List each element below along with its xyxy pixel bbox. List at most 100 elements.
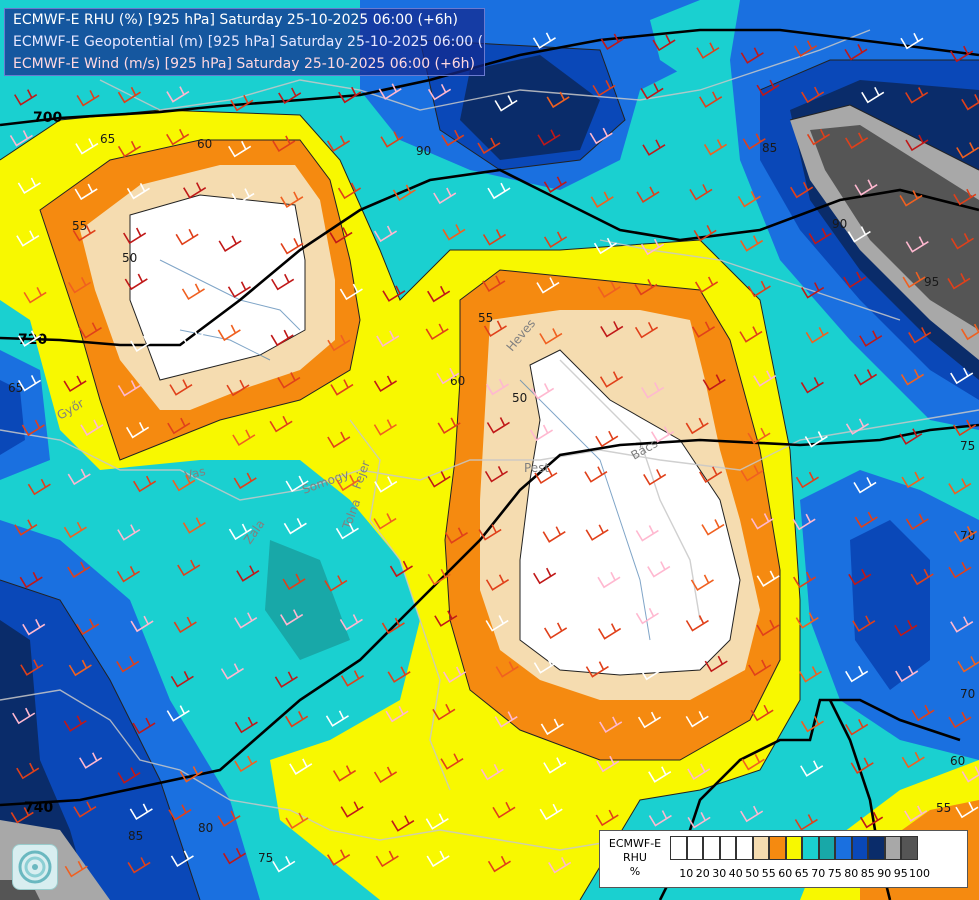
wind-barb <box>635 607 659 625</box>
title-rhu: ECMWF-E RHU (%) [925 hPa] Saturday 25-10… <box>13 12 458 28</box>
rh-label: 65 <box>100 132 115 146</box>
wind-barb <box>228 140 252 158</box>
wind-barb <box>699 91 723 108</box>
wind-barb <box>482 229 507 246</box>
wind-barb <box>482 275 506 293</box>
wind-barb <box>953 526 978 543</box>
wind-barb <box>17 330 42 347</box>
wind-barb <box>737 190 761 208</box>
wind-barb <box>280 191 304 208</box>
wind-barb <box>327 849 351 866</box>
wind-barb <box>168 804 192 821</box>
legend-tick: 60 <box>778 867 793 880</box>
wind-barb <box>950 45 974 63</box>
wind-barb <box>79 752 103 769</box>
wind-barb <box>282 573 306 591</box>
wind-barb <box>167 417 191 435</box>
wind-barb <box>339 283 363 301</box>
map-title-box: ECMWF-E RHU (%) [925 hPa] Saturday 25-10… <box>4 8 485 76</box>
rh-label: 85 <box>128 829 143 843</box>
wind-barb <box>234 716 258 734</box>
wind-barb <box>595 430 619 448</box>
geopotential-label-740: 740 <box>24 800 53 816</box>
wind-barb <box>327 431 351 449</box>
wind-barb <box>332 765 357 782</box>
wind-barb <box>425 323 449 341</box>
wind-barb <box>750 704 774 722</box>
legend-swatch <box>769 836 786 860</box>
wind-barb <box>374 476 398 493</box>
wind-barb <box>17 177 41 195</box>
wind-barb <box>236 565 260 582</box>
wind-barb <box>327 334 351 352</box>
wind-barb <box>486 417 510 434</box>
wind-barb <box>532 32 556 49</box>
wind-barb <box>228 523 252 541</box>
rh-70-patch <box>650 0 720 80</box>
rh-label: 65 <box>8 381 23 395</box>
wind-barb <box>123 227 147 245</box>
legend-tick: 80 <box>844 867 859 880</box>
wind-barb <box>957 656 979 673</box>
legend-swatch <box>901 836 918 860</box>
wind-barb <box>382 285 406 302</box>
wind-barb <box>694 276 719 294</box>
region-label-pest: Pest <box>524 461 549 475</box>
wind-barb <box>270 329 294 347</box>
wind-barb <box>63 375 87 393</box>
wind-barb <box>699 466 723 483</box>
wind-barb <box>795 612 819 629</box>
wind-barb <box>637 711 662 729</box>
wind-barb <box>117 524 141 541</box>
legend-swatch <box>884 836 901 860</box>
wind-barb <box>22 618 46 636</box>
wind-barb <box>324 575 348 592</box>
wind-barb <box>170 850 194 867</box>
wind-barb <box>530 383 555 400</box>
legend-tick: 70 <box>811 867 826 880</box>
rh-legend: ECMWF-E RHU % 10 20 30 40 50 55 60 65 70 75 80 85 90… <box>599 830 968 888</box>
wind-barb <box>685 417 709 435</box>
legend-title-line2: RHU <box>623 851 647 864</box>
wind-barb <box>848 568 872 586</box>
wind-barb <box>636 186 660 203</box>
rh-label: 55 <box>72 219 87 233</box>
wind-barb <box>597 281 621 298</box>
wind-barb <box>373 766 398 784</box>
wind-barb <box>792 513 816 531</box>
wind-barb <box>852 615 876 632</box>
wind-barb <box>175 228 199 246</box>
wind-barb <box>166 128 190 146</box>
wind-barb <box>277 372 301 389</box>
wind-barb <box>600 33 624 51</box>
wind-barb <box>806 128 831 146</box>
wind-barb <box>685 710 709 728</box>
wind-barb <box>750 513 774 530</box>
wind-barb <box>67 561 91 579</box>
wind-barb <box>739 235 764 252</box>
wind-barb <box>392 184 416 201</box>
wind-barb <box>373 375 398 393</box>
wind-barb <box>68 659 92 677</box>
wind-barb <box>850 757 874 774</box>
wind-barb <box>234 755 258 773</box>
wind-barb <box>339 614 363 631</box>
wind-barb <box>901 751 925 769</box>
legend-tick: 100 <box>909 867 930 880</box>
wind-barb <box>127 857 151 874</box>
wind-barb <box>597 623 622 640</box>
wind-barb <box>953 419 977 437</box>
wind-barb <box>477 137 501 155</box>
wind-barb <box>380 131 404 148</box>
rh-90-north <box>460 55 600 160</box>
wind-barb <box>340 670 365 687</box>
wind-barb <box>847 226 871 243</box>
wind-barb <box>542 526 566 543</box>
wind-barb <box>801 282 825 299</box>
legend-swatch <box>670 836 687 860</box>
wind-barb <box>16 230 40 247</box>
wind-barb <box>173 616 197 634</box>
wind-barb <box>540 718 564 736</box>
wind-barb <box>130 335 154 353</box>
wind-barb <box>76 90 100 107</box>
